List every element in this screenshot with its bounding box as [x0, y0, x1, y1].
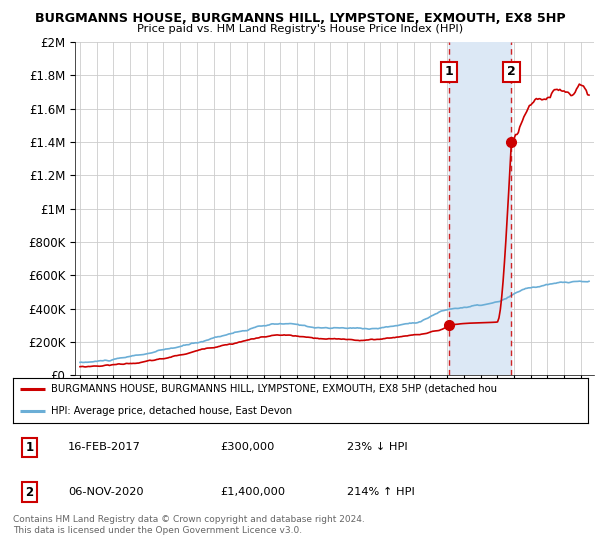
Text: BURGMANNS HOUSE, BURGMANNS HILL, LYMPSTONE, EXMOUTH, EX8 5HP (detached hou: BURGMANNS HOUSE, BURGMANNS HILL, LYMPSTO…: [50, 384, 497, 394]
Text: Contains HM Land Registry data © Crown copyright and database right 2024.
This d: Contains HM Land Registry data © Crown c…: [13, 515, 365, 535]
Text: £300,000: £300,000: [220, 442, 275, 452]
Text: 2: 2: [25, 486, 34, 499]
Text: HPI: Average price, detached house, East Devon: HPI: Average price, detached house, East…: [50, 406, 292, 416]
Text: Price paid vs. HM Land Registry's House Price Index (HPI): Price paid vs. HM Land Registry's House …: [137, 24, 463, 34]
Bar: [449, 42, 511, 375]
Text: 2: 2: [507, 66, 516, 78]
Text: 214% ↑ HPI: 214% ↑ HPI: [347, 487, 415, 497]
Text: 06-NOV-2020: 06-NOV-2020: [68, 487, 143, 497]
Text: 16-FEB-2017: 16-FEB-2017: [68, 442, 140, 452]
Text: 23% ↓ HPI: 23% ↓ HPI: [347, 442, 407, 452]
Text: 1: 1: [445, 66, 454, 78]
Text: 1: 1: [25, 441, 34, 454]
Text: £1,400,000: £1,400,000: [220, 487, 285, 497]
Text: BURGMANNS HOUSE, BURGMANNS HILL, LYMPSTONE, EXMOUTH, EX8 5HP: BURGMANNS HOUSE, BURGMANNS HILL, LYMPSTO…: [35, 12, 565, 25]
